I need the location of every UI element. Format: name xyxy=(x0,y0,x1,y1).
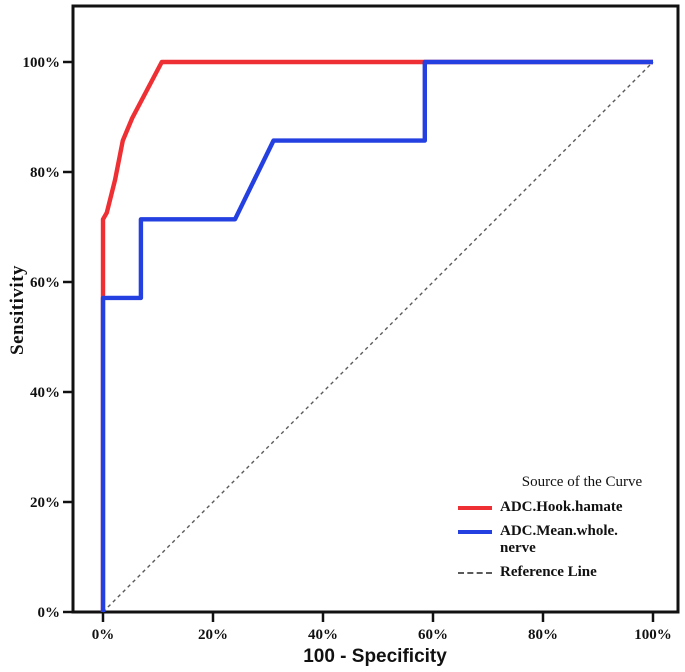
x-tick-label: 80% xyxy=(528,627,558,643)
y-tick-label: 80% xyxy=(30,165,60,181)
curve-adc-mean-whole-nerve xyxy=(100,59,653,612)
y-tick-label: 60% xyxy=(30,275,60,291)
plot-border xyxy=(71,4,680,614)
legend-item-label: ADC.Hook.hamate xyxy=(500,499,623,515)
legend-item-adc-mean-whole-nerve: ADC.Mean.whole. nerve xyxy=(458,523,682,557)
curve-adc-hook-hamate xyxy=(100,59,653,612)
roc-curves xyxy=(100,59,654,613)
x-tick-label: 40% xyxy=(308,627,338,643)
x-tick-label: 0% xyxy=(92,627,115,643)
y-tick-label: 40% xyxy=(30,385,60,401)
y-axis-title: Sensitivity xyxy=(7,265,28,355)
x-tick-label: 100% xyxy=(634,627,672,643)
legend: Source of the Curve ADC.Hook.hamate ADC.… xyxy=(452,474,682,588)
blue-curve-swatch xyxy=(458,530,492,534)
red-curve-swatch xyxy=(458,506,492,510)
dashed-line-swatch xyxy=(458,572,492,574)
axis-ticks xyxy=(63,60,655,622)
x-tick-label: 60% xyxy=(418,627,448,643)
y-tick-label: 0% xyxy=(38,605,61,621)
y-tick-label: 100% xyxy=(23,55,61,71)
x-tick-label: 20% xyxy=(198,627,228,643)
legend-item-reference-line: Reference Line xyxy=(458,564,682,581)
legend-item-label: ADC.Mean.whole. nerve xyxy=(500,523,618,556)
legend-item-adc-hook-hamate: ADC.Hook.hamate xyxy=(458,499,682,516)
legend-title: Source of the Curve xyxy=(521,474,643,490)
x-axis-title: 100 - Specificity xyxy=(303,646,447,667)
axis-tick-labels: 0% 20% 40% 60% 80% 100% 0% 20% 40% 60% 80% 100% xyxy=(23,55,672,643)
plot-frame xyxy=(71,4,680,614)
legend-item-label: Reference Line xyxy=(500,564,597,580)
y-tick-label: 20% xyxy=(30,495,60,511)
